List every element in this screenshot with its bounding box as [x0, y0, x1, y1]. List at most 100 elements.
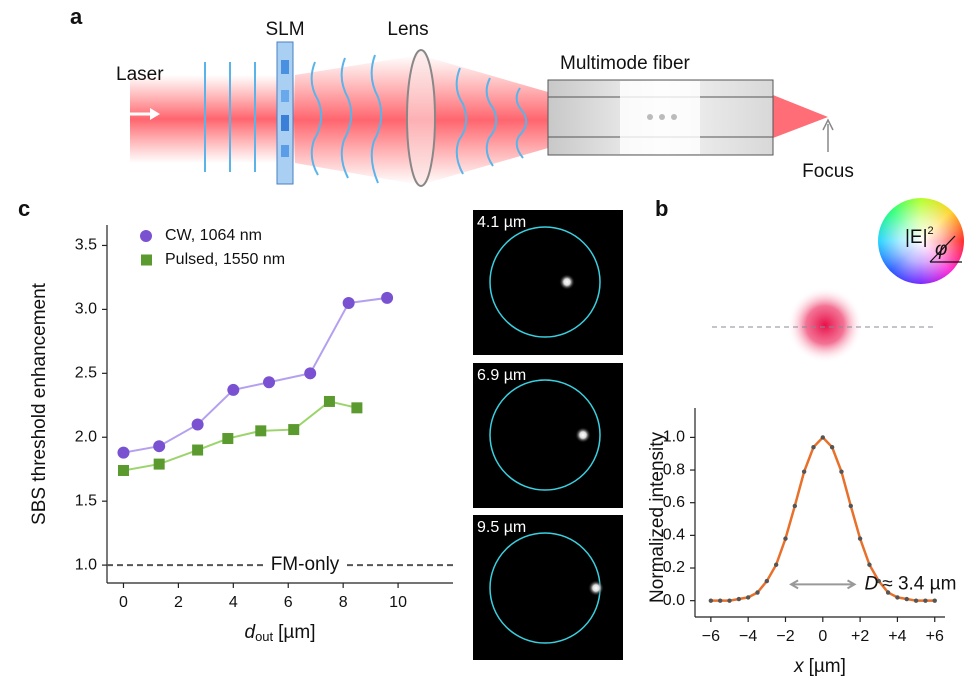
label: Focus — [802, 161, 854, 182]
wheel-label: |E|2 — [905, 225, 934, 248]
series-line — [123, 400, 358, 472]
point — [932, 598, 937, 603]
point — [792, 503, 798, 509]
y-tick-label: 1.0 — [663, 429, 685, 446]
x-tick-label: 6 — [284, 594, 293, 611]
width-arrow — [789, 579, 857, 590]
point — [764, 578, 770, 584]
panel-letter: c — [18, 196, 30, 221]
y-tick-label: 0.2 — [663, 559, 685, 576]
panel-letter: a — [70, 4, 83, 29]
wheel-label: 2 — [928, 225, 934, 237]
y-tick-label: 0.0 — [663, 592, 685, 609]
point — [801, 469, 807, 474]
point — [811, 444, 816, 450]
point — [755, 590, 760, 595]
beam — [130, 75, 295, 163]
x-tick-label: 0 — [818, 628, 827, 645]
x-tick-label: −4 — [739, 628, 757, 645]
wheel-label: |E| — [905, 227, 928, 248]
point — [839, 469, 844, 474]
point — [263, 376, 276, 389]
x-tick-label: +4 — [888, 628, 906, 645]
y-tick-label: 1.0 — [75, 556, 97, 573]
point — [820, 435, 825, 440]
inset-label: 4.1 µm — [477, 214, 526, 231]
point — [867, 562, 872, 567]
x-label: d — [245, 622, 257, 643]
y-tick-label: 3.5 — [75, 237, 97, 254]
y-tick-label: 1.5 — [75, 492, 97, 509]
annotation: D ≈ 3.4 µm — [865, 573, 957, 594]
label: Laser — [116, 64, 164, 85]
arrow — [822, 118, 834, 152]
point — [381, 291, 394, 304]
x-label: x — [793, 656, 805, 677]
x-tick-label: +6 — [926, 628, 944, 645]
x-label: out — [255, 629, 273, 644]
y-tick-label: 2.0 — [75, 428, 97, 445]
focus-cone — [773, 95, 828, 138]
legend-label: CW, 1064 nm — [165, 227, 262, 244]
label: Lens — [387, 19, 428, 40]
point — [876, 578, 881, 584]
point — [153, 440, 166, 453]
point — [857, 536, 863, 541]
annotation: ≈ 3.4 µm — [882, 573, 956, 594]
point — [227, 383, 240, 396]
point — [736, 596, 742, 602]
point — [913, 598, 919, 603]
legend-marker — [141, 254, 152, 266]
point — [727, 598, 732, 603]
point — [717, 598, 723, 603]
point — [745, 595, 751, 600]
point — [255, 425, 267, 437]
label: SLM — [265, 19, 304, 40]
y-label: SBS threshold enhancement — [29, 282, 50, 525]
point — [708, 598, 714, 603]
x-tick-label: −2 — [776, 628, 794, 645]
point — [192, 444, 204, 456]
annotation: D — [865, 573, 879, 594]
x-label: [µm] — [278, 622, 315, 643]
lens — [406, 49, 436, 187]
point — [153, 458, 165, 470]
x-tick-label: 0 — [119, 594, 128, 611]
arrow — [150, 108, 160, 120]
y-tick-label: 3.0 — [75, 301, 97, 318]
point — [342, 296, 355, 309]
point — [895, 595, 900, 600]
point — [117, 464, 129, 476]
point — [304, 367, 317, 380]
fiber — [547, 79, 774, 156]
point — [222, 433, 234, 445]
point — [773, 562, 779, 567]
inset-label: 9.5 µm — [477, 519, 526, 536]
point — [351, 402, 363, 414]
wheel-axes — [929, 235, 962, 263]
wavefronts — [204, 54, 528, 184]
x-label: dout [µm] — [245, 622, 316, 644]
slm — [276, 41, 294, 185]
point — [904, 596, 909, 602]
label: Multimode fiber — [560, 53, 691, 74]
point — [923, 598, 928, 603]
point — [885, 590, 891, 595]
field-spot — [787, 287, 863, 363]
reference-label: FM-only — [271, 554, 340, 575]
x-tick-label: 4 — [229, 594, 238, 611]
x-tick-label: 8 — [339, 594, 348, 611]
y-tick-label: 0.6 — [663, 494, 685, 511]
label-bg — [264, 554, 346, 576]
y-tick-label: 0.8 — [663, 461, 685, 478]
point — [848, 503, 853, 509]
point — [829, 444, 835, 450]
x-label: x [µm] — [793, 656, 846, 677]
point — [288, 424, 300, 436]
point — [783, 536, 788, 541]
inset-label: 6.9 µm — [477, 367, 526, 384]
x-tick-label: +2 — [851, 628, 869, 645]
point — [117, 446, 130, 459]
point — [323, 395, 335, 407]
